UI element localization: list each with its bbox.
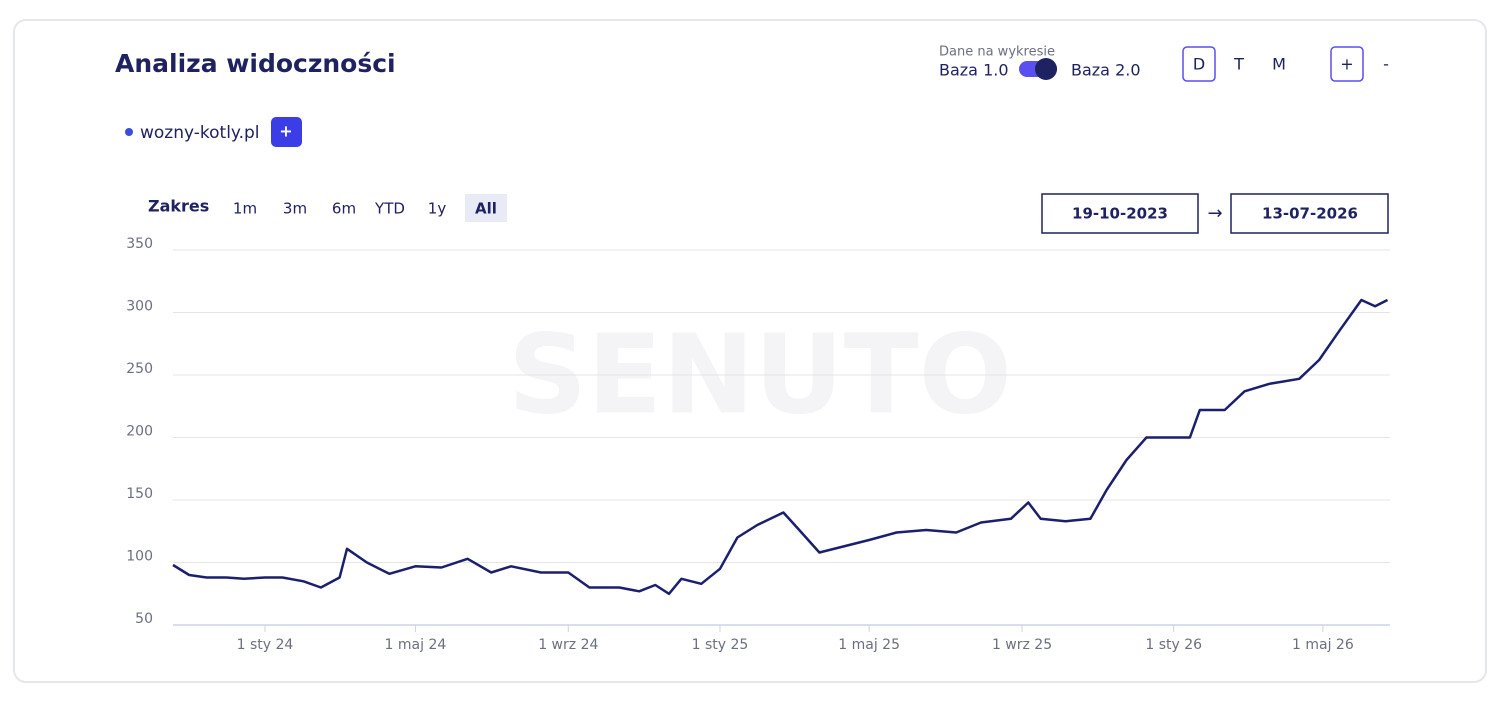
x-tick-label: 1 wrz 25 xyxy=(992,637,1052,653)
x-tick-label: 1 maj 26 xyxy=(1292,637,1354,653)
x-tick-label: 1 wrz 24 xyxy=(538,637,598,653)
granularity-option[interactable]: T xyxy=(1233,55,1244,74)
x-tick-label: 1 sty 25 xyxy=(692,637,749,653)
domain-dot xyxy=(125,128,133,136)
toggle-knob[interactable] xyxy=(1035,58,1057,80)
date-arrow: → xyxy=(1207,203,1222,224)
y-tick-label: 200 xyxy=(126,424,153,440)
domain-name[interactable]: wozny-kotly.pl xyxy=(140,123,259,143)
y-tick-label: 250 xyxy=(126,361,153,377)
date-from[interactable]: 19-10-2023 xyxy=(1072,205,1168,223)
range-option[interactable]: 1m xyxy=(233,200,257,218)
granularity-active[interactable] xyxy=(1182,46,1216,82)
range-active[interactable] xyxy=(465,194,507,222)
add-domain[interactable]: + xyxy=(279,122,292,141)
range-label: Zakres xyxy=(148,197,209,216)
range-option[interactable]: 3m xyxy=(283,200,307,218)
title: Analiza widoczności xyxy=(115,49,396,78)
zoom-in[interactable]: + xyxy=(1340,55,1353,74)
date-from-box[interactable] xyxy=(1041,193,1199,234)
y-tick-label: 150 xyxy=(126,486,153,502)
zoom-out[interactable]: - xyxy=(1383,55,1389,74)
date-to-box[interactable] xyxy=(1230,193,1389,234)
zoom-in-button[interactable] xyxy=(1330,46,1364,82)
x-tick-label: 1 maj 25 xyxy=(838,637,900,653)
y-tick-label: 350 xyxy=(126,236,153,252)
series-line xyxy=(172,298,1389,596)
granularity-option[interactable]: M xyxy=(1272,55,1286,74)
watermark: SENUTO xyxy=(508,310,1012,438)
x-tick-label: 1 sty 26 xyxy=(1145,637,1202,653)
granularity-option[interactable]: D xyxy=(1193,55,1205,74)
y-tick-label: 300 xyxy=(126,299,153,315)
base-right[interactable]: Baza 2.0 xyxy=(1071,61,1141,80)
range-option[interactable]: YTD xyxy=(374,200,405,218)
toggle-label: Dane na wykresie xyxy=(939,45,1055,60)
date-to[interactable]: 13-07-2026 xyxy=(1262,205,1358,223)
x-tick-label: 1 sty 24 xyxy=(237,637,294,653)
y-tick-label: 50 xyxy=(135,611,153,627)
range-option[interactable]: 1y xyxy=(428,200,447,218)
card xyxy=(13,19,1487,683)
range-option[interactable]: 6m xyxy=(332,200,356,218)
base-left[interactable]: Baza 1.0 xyxy=(939,61,1009,80)
add-domain-button[interactable] xyxy=(271,117,302,147)
x-tick-label: 1 maj 24 xyxy=(385,637,447,653)
y-tick-label: 100 xyxy=(126,549,153,565)
range-option[interactable]: All xyxy=(475,200,497,218)
